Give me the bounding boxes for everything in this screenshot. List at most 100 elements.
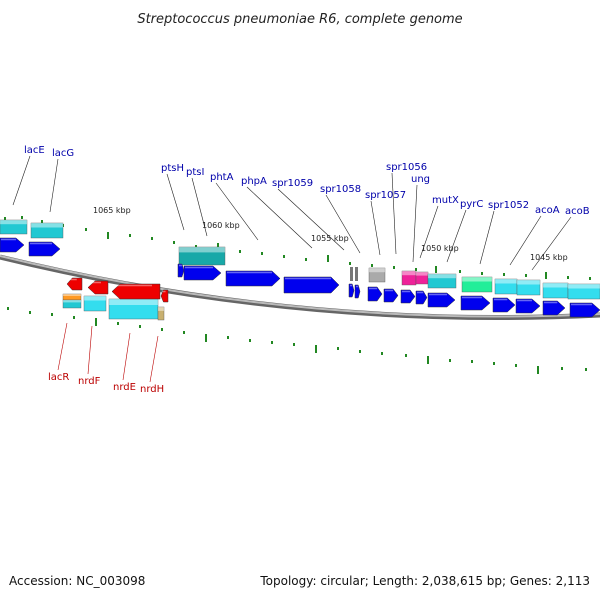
cog-block: [368, 267, 386, 283]
accession-text: Accession: NC_003098: [9, 574, 146, 588]
cog-highlight: [158, 307, 164, 311]
gene-label-ung: ung: [411, 174, 430, 185]
gene-label-spr1058: spr1058: [320, 184, 361, 195]
forward-gene-arrow: [400, 289, 416, 304]
reverse-gene-arrow: [111, 283, 161, 300]
cog-highlight: [109, 299, 158, 305]
forward-gene-arrow: [177, 263, 185, 278]
gene-label-mutX: mutX: [432, 195, 459, 206]
cog-highlight: [31, 223, 63, 228]
label-leader: [419, 205, 439, 259]
rna-feature: [355, 267, 358, 281]
forward-gene-arrow: [348, 283, 355, 298]
cog-block: [461, 276, 493, 293]
forward-gene-arrow: [225, 270, 281, 287]
cog-features: [0, 219, 600, 321]
cog-highlight: [84, 296, 106, 301]
label-leader: [446, 209, 467, 263]
label-leader: [122, 332, 131, 381]
cog-block: [567, 283, 600, 300]
cog-highlight: [63, 294, 81, 296]
label-leader: [12, 155, 31, 206]
forward-gene-arrow: [569, 302, 600, 318]
cog-block: [427, 273, 457, 289]
gene-label-spr1059: spr1059: [272, 178, 313, 189]
gene-label-lacR: lacR: [48, 372, 69, 383]
cog-highlight: [428, 274, 456, 279]
cog-block: [83, 295, 107, 312]
cog-highlight: [63, 300, 81, 303]
cog-block: [178, 246, 226, 266]
cog-block: [516, 279, 541, 296]
label-leader: [277, 188, 345, 251]
forward-gene-arrow: [354, 284, 361, 299]
gene-label-spr1052: spr1052: [488, 200, 529, 211]
scale-label: 1050 kbp: [421, 244, 459, 253]
cog-highlight: [179, 247, 225, 253]
genome-backbone-highlight: [0, 255, 600, 318]
cog-highlight: [0, 220, 27, 225]
cog-highlight: [517, 280, 540, 285]
label-leader: [191, 177, 208, 237]
gene-label-phtA: phtA: [210, 172, 234, 183]
forward-gene-arrow: [460, 295, 491, 311]
scale-label: 1055 kbp: [311, 234, 349, 243]
scale-label: 1045 kbp: [530, 253, 568, 262]
gene-label-acoB: acoB: [565, 206, 590, 217]
label-leader: [57, 322, 68, 371]
gene-label-nrdE: nrdE: [113, 382, 136, 393]
gene-label-acoA: acoA: [535, 205, 560, 216]
cog-block: [0, 219, 28, 235]
label-leader: [87, 325, 93, 375]
forward-gene-arrow: [415, 290, 428, 305]
forward-gene-arrow: [0, 237, 25, 253]
label-leader: [370, 200, 381, 256]
reverse-gene-arrow: [160, 289, 169, 303]
label-leader: [325, 194, 361, 254]
label-leader: [215, 182, 259, 241]
label-leader: [246, 186, 313, 249]
cog-highlight: [543, 283, 568, 288]
cog-highlight: [462, 277, 492, 282]
forward-gene-arrow: [492, 297, 516, 313]
gene-labels: lacE lacG ptsH ptsI phtA phpA spr1059 spr1058 sp…: [24, 145, 590, 395]
gene-label-ptsI: ptsI: [186, 167, 204, 178]
label-leader: [149, 335, 159, 383]
gene-label-lacG: lacG: [52, 148, 74, 159]
gene-label-nrdH: nrdH: [140, 384, 164, 395]
forward-gene-arrow: [383, 288, 399, 303]
scale-label: 1060 kbp: [202, 221, 240, 230]
gene-label-ptsH: ptsH: [161, 163, 184, 174]
label-leader: [412, 184, 418, 263]
cog-highlight: [402, 271, 416, 276]
reverse-gene-arrow: [87, 280, 109, 295]
forward-gene-arrow: [515, 298, 541, 314]
forward-gene-arrow: [28, 241, 61, 257]
forward-gene-arrow: [542, 300, 566, 316]
forward-gene-arrow: [283, 276, 340, 294]
cog-highlight: [495, 279, 517, 284]
cog-block: [157, 306, 165, 321]
rna-feature: [350, 267, 353, 281]
cog-highlight: [416, 272, 428, 276]
gene-label-lacE: lacE: [24, 145, 45, 156]
forward-gene-arrow: [183, 265, 222, 281]
label-leader: [166, 173, 185, 231]
gene-label-pyrC: pyrC: [460, 199, 483, 210]
gene-label-nrdF: nrdF: [78, 376, 101, 387]
gene-label-spr1057: spr1057: [365, 190, 406, 201]
label-leaders: [12, 155, 572, 383]
label-leader: [49, 158, 59, 213]
cog-highlight: [568, 284, 600, 289]
cog-highlight: [369, 268, 385, 273]
cog-block: [62, 299, 82, 309]
reverse-gene-arrow: [66, 277, 83, 291]
cds-features: [0, 237, 600, 318]
cog-block: [30, 222, 64, 239]
map-title: Streptococcus pneumoniae R6, complete ge…: [137, 12, 462, 27]
forward-gene-arrow: [367, 286, 383, 302]
tick-marks: [4, 216, 591, 374]
label-leader: [391, 172, 397, 255]
label-leader: [531, 216, 572, 271]
